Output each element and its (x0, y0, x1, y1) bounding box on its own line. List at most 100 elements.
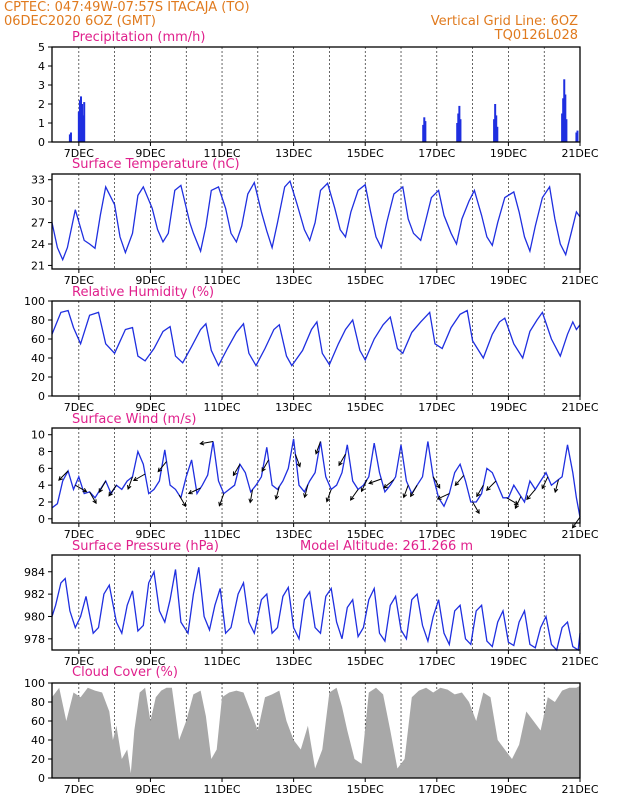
temperature-panel: Surface Temperature (nC) 21 24 27 30 33 7DEC 9… (31, 157, 599, 287)
x-tick-label: 21DEC (561, 528, 598, 541)
y-tick-label: 0 (38, 136, 45, 149)
x-tick-label: 9DEC (135, 274, 165, 287)
wind-direction-arrow (178, 494, 187, 508)
x-tick-label: 15DEC (347, 147, 384, 160)
model-altitude-label: Model Altitude: 261.266 m (300, 539, 473, 554)
x-tick-label: 17DEC (418, 783, 455, 796)
wind-direction-arrow (514, 496, 522, 510)
x-tick-label: 9DEC (135, 147, 165, 160)
y-tick-label: 27 (31, 217, 45, 230)
x-tick-label: 21DEC (561, 655, 598, 668)
x-tick-label: 13DEC (275, 783, 312, 796)
x-tick-label: 9DEC (135, 401, 165, 414)
wind-direction-arrow (132, 473, 146, 482)
wind-direction-arrow (157, 461, 167, 473)
x-tick-label: 11DEC (203, 655, 240, 668)
y-tick-label: 5 (38, 41, 45, 54)
precipitation-bar (576, 130, 579, 142)
x-tick-label: 21DEC (561, 401, 598, 414)
wind-direction-arrow (75, 484, 88, 493)
temperature-series-line (51, 179, 581, 262)
precipitation-bar (457, 113, 460, 142)
y-tick-label: 24 (31, 238, 45, 251)
x-tick-label: 17DEC (418, 147, 455, 160)
y-tick-label: 982 (24, 588, 45, 601)
precipitation-bar (422, 124, 425, 142)
wind-direction-arrow (325, 489, 332, 503)
wind-direction-arrow (436, 493, 450, 500)
y-tick-label: 8 (38, 446, 45, 459)
x-tick-label: 15DEC (347, 274, 384, 287)
humidity-plot-frame (51, 300, 581, 397)
wind-direction-arrow (410, 484, 418, 498)
pressure-series-line (51, 567, 581, 652)
humidity-series-line (51, 309, 581, 368)
wind-direction-arrow (248, 489, 254, 504)
precipitation-bar (493, 119, 496, 142)
x-tick-label: 7DEC (64, 401, 94, 414)
wind-plot-frame (51, 427, 581, 524)
x-tick-label: 17DEC (418, 274, 455, 287)
wind-direction-arrow (432, 476, 441, 489)
grid-note-label: Vertical Grid Line: 6OZ (431, 14, 578, 29)
y-tick-label: 80 (31, 314, 45, 327)
pressure-panel: Surface Pressure (hPa) Model Altitude: 2… (24, 539, 599, 668)
x-tick-label: 13DEC (275, 274, 312, 287)
y-tick-label: 100 (24, 295, 45, 308)
precipitation-bar (565, 119, 568, 142)
x-tick-label: 17DEC (418, 655, 455, 668)
cloud-cover-plot-frame (51, 682, 581, 779)
precipitation-bar (496, 126, 499, 142)
wind-direction-arrow (476, 484, 484, 498)
x-tick-label: 21DEC (561, 783, 598, 796)
y-tick-label: 6 (38, 462, 45, 475)
x-tick-label: 11DEC (203, 147, 240, 160)
wind-direction-arrow (402, 485, 409, 499)
x-tick-label: 19DEC (490, 655, 527, 668)
x-tick-label: 9DEC (135, 783, 165, 796)
y-tick-label: 60 (31, 333, 45, 346)
precipitation-bar (562, 98, 565, 142)
wind-direction-arrow (187, 487, 201, 495)
y-tick-label: 33 (31, 174, 45, 187)
x-tick-label: 17DEC (418, 401, 455, 414)
x-tick-label: 17DEC (418, 528, 455, 541)
wind-direction-arrow (294, 454, 301, 468)
y-tick-label: 21 (31, 259, 45, 272)
humidity-title: Relative Humidity (%) (72, 285, 214, 300)
x-tick-label: 15DEC (347, 783, 384, 796)
wind-direction-arrow (303, 484, 309, 499)
x-tick-label: 21DEC (561, 274, 598, 287)
cloud-cover-area (52, 685, 580, 778)
x-tick-label: 19DEC (490, 147, 527, 160)
temperature-title: Surface Temperature (nC) (72, 157, 240, 172)
x-tick-label: 11DEC (203, 783, 240, 796)
y-tick-label: 30 (31, 195, 45, 208)
y-tick-label: 3 (38, 79, 45, 92)
y-tick-label: 984 (24, 566, 45, 579)
temperature-plot-frame (51, 173, 581, 270)
precipitation-bar (564, 94, 567, 142)
wind-direction-arrow (383, 479, 395, 489)
wind-series-line (51, 438, 581, 518)
x-tick-label: 9DEC (135, 528, 165, 541)
precipitation-bar (495, 115, 498, 142)
x-tick-label: 15DEC (347, 528, 384, 541)
y-tick-label: 20 (31, 753, 45, 766)
wind-direction-arrow (472, 501, 480, 515)
wind-direction-arrow (218, 493, 225, 507)
x-tick-label: 19DEC (490, 528, 527, 541)
y-tick-label: 978 (24, 633, 45, 646)
humidity-panel: Relative Humidity (%) 0 20 40 60 80 100 7DEC 9D… (24, 285, 599, 414)
precipitation-bar (83, 102, 86, 142)
wind-direction-arrow (98, 480, 107, 494)
wind-direction-arrow (350, 489, 359, 501)
x-tick-label: 13DEC (275, 655, 312, 668)
precipitation-bar (563, 79, 566, 142)
wind-direction-arrow (368, 478, 382, 485)
precipitation-bar (575, 132, 578, 142)
station-label: CPTEC: 047:49W-07:57S ITACAJA (TO) (4, 0, 250, 15)
x-tick-label: 11DEC (203, 274, 240, 287)
x-tick-label: 21DEC (561, 147, 598, 160)
